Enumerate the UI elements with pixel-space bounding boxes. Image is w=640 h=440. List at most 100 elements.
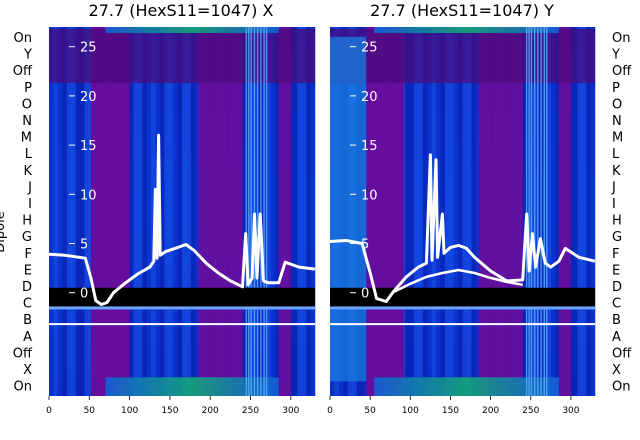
dipole-label: K (612, 164, 621, 179)
heatmap-column (546, 27, 552, 396)
heatmap-streak (256, 27, 259, 396)
heatmap-column (133, 27, 139, 396)
heatmap-column (590, 27, 596, 396)
heatmap-column (292, 27, 298, 396)
x-tick-label: 0 (46, 406, 52, 416)
dipole-label: B (23, 313, 32, 328)
heatmap-column (449, 27, 455, 396)
dipole-label: F (25, 247, 32, 262)
dipole-label: L (25, 147, 33, 162)
dipole-label: H (612, 214, 622, 229)
heatmap-column (142, 27, 148, 396)
dipole-label: G (22, 230, 32, 245)
heatmap-column (306, 27, 312, 396)
dipole-label: E (24, 263, 32, 278)
series-line (393, 268, 523, 293)
heatmap-column (270, 27, 276, 396)
blank-row (330, 287, 595, 307)
heatmap-column (182, 27, 187, 396)
dipole-label: Off (612, 64, 632, 79)
heatmap-streak (543, 27, 546, 396)
heatmap-column (128, 27, 134, 396)
heatmap-column (475, 27, 481, 396)
heatmap-band (330, 36, 367, 382)
heatmap-streak (528, 27, 530, 396)
y-tick-label: 10 (361, 188, 378, 203)
dipole-label: X (23, 363, 32, 378)
x-tick-label: 100 (121, 406, 138, 416)
heatmap-column (190, 27, 196, 396)
heatmap-streak (265, 27, 268, 396)
heatmap-row (105, 377, 279, 396)
dipole-label: L (612, 147, 620, 162)
x-tick-label: 200 (482, 406, 499, 416)
x-tick-label: 200 (202, 406, 219, 416)
x-tick-label: 150 (161, 406, 178, 416)
dipole-label: X (612, 363, 621, 378)
chart-title-y: 27.7 (HexS11=1047) Y (370, 1, 554, 20)
heatmap-column (137, 27, 143, 396)
heatmap-column (62, 27, 68, 396)
heatmap-streak (253, 27, 256, 396)
heatmap-column (458, 27, 463, 396)
y-tick-label: 20 (80, 90, 97, 105)
heatmap-column (422, 27, 428, 396)
dipole-label: Off (13, 64, 33, 79)
series-line (329, 153, 596, 303)
heatmap-band (90, 27, 130, 396)
heatmap-column (177, 27, 183, 396)
x-tick-label: 100 (402, 406, 419, 416)
heatmap-column (466, 27, 472, 396)
y-tick-label: 25 (361, 41, 378, 56)
heatmap-streak (533, 27, 536, 396)
heatmap-column (266, 27, 272, 396)
heatmap-column (444, 27, 450, 396)
heatmap-streak (248, 27, 250, 396)
dipole-label: A (612, 330, 621, 345)
heatmap-column (568, 27, 574, 396)
dipole-label: On (14, 31, 32, 46)
heatmap-column (533, 27, 539, 396)
dipole-label: M (21, 131, 32, 146)
heatmap-row (330, 28, 595, 84)
x-tick-label: 250 (522, 406, 539, 416)
heatmap-streak (540, 27, 542, 396)
heatmap-streak (537, 27, 539, 396)
heatmap-column (462, 27, 468, 396)
y-axis-label: Dipole (0, 211, 8, 252)
dipole-label: On (612, 31, 630, 46)
heatmap-column (173, 27, 179, 396)
heatmap-column (84, 27, 90, 396)
dipole-label: Y (611, 48, 620, 63)
x-tick-label: 0 (327, 406, 333, 416)
heatmap-column (550, 27, 556, 396)
dipole-label: J (27, 180, 32, 195)
heatmap-row (49, 28, 315, 84)
x-tick-label: 250 (242, 406, 259, 416)
heatmap-column (301, 27, 307, 396)
heatmap-column (57, 27, 63, 396)
dipole-label: C (612, 297, 621, 312)
heatmap-band (478, 27, 523, 396)
heatmap-streak (525, 27, 528, 396)
heatmap-column (577, 27, 583, 396)
heatmap-column (537, 27, 543, 396)
heatmap-row (374, 377, 559, 396)
heatmap-column (409, 27, 415, 396)
x-tick-label: 300 (282, 406, 299, 416)
heatmap-column (471, 27, 477, 396)
heatmap-streak (245, 27, 248, 396)
dipole-label: N (22, 114, 32, 129)
y-tick-label: 15 (361, 139, 378, 154)
heatmap-column (418, 27, 424, 396)
heatmap-streak (250, 27, 252, 396)
dipole-label: A (23, 330, 32, 345)
x-tick-label: 150 (442, 406, 459, 416)
chart-title-x: 27.7 (HexS11=1047) X (89, 1, 274, 20)
heatmap-column (436, 27, 441, 396)
dipole-label: Off (612, 346, 632, 361)
